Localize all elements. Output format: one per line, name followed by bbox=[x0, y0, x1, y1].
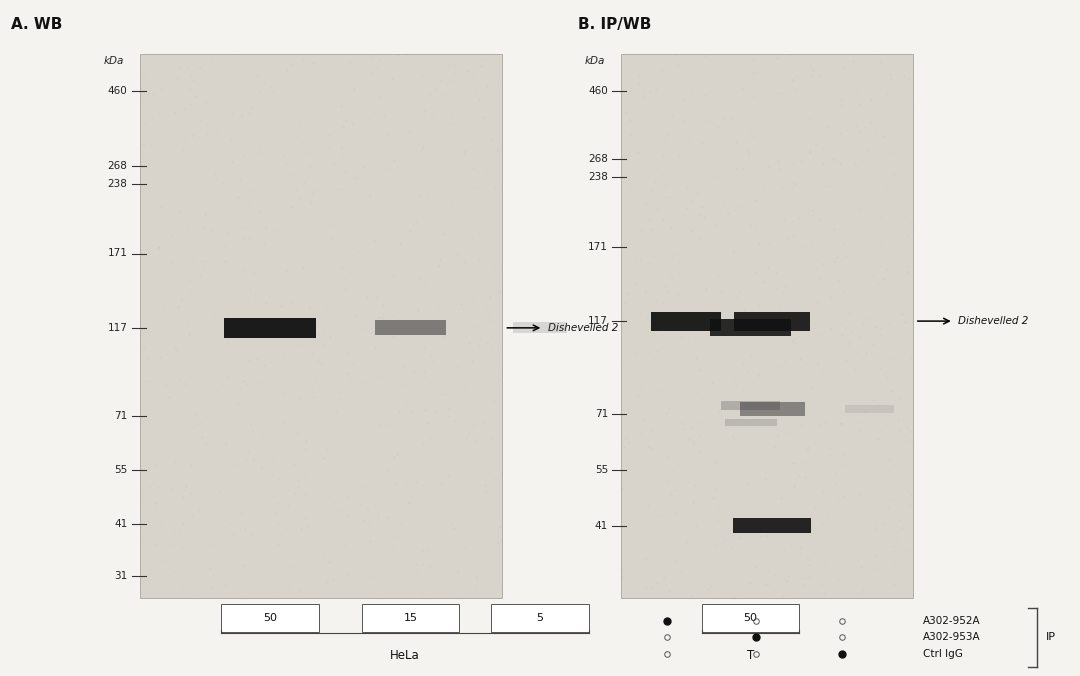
Text: HeLa: HeLa bbox=[390, 649, 420, 662]
Text: 171: 171 bbox=[589, 242, 608, 251]
Bar bbox=[846, 405, 894, 413]
Text: 268: 268 bbox=[589, 154, 608, 164]
Text: 5: 5 bbox=[537, 613, 543, 623]
Text: 71: 71 bbox=[114, 411, 127, 420]
Text: A302-953A: A302-953A bbox=[923, 633, 981, 642]
Bar bbox=[225, 318, 315, 338]
Text: 71: 71 bbox=[595, 409, 608, 418]
Bar bbox=[221, 604, 319, 632]
Text: 238: 238 bbox=[589, 172, 608, 182]
Bar bbox=[740, 402, 805, 416]
Text: 460: 460 bbox=[589, 87, 608, 96]
Text: 117: 117 bbox=[108, 323, 127, 333]
Text: 268: 268 bbox=[108, 161, 127, 170]
Text: A. WB: A. WB bbox=[11, 17, 63, 32]
Bar bbox=[513, 322, 567, 333]
Text: 50: 50 bbox=[744, 613, 757, 623]
Text: IP: IP bbox=[1045, 633, 1055, 642]
Text: kDa: kDa bbox=[104, 56, 124, 66]
Text: Ctrl IgG: Ctrl IgG bbox=[923, 650, 963, 659]
Text: 41: 41 bbox=[595, 521, 608, 531]
Text: 15: 15 bbox=[404, 613, 417, 623]
Text: B. IP/WB: B. IP/WB bbox=[578, 17, 651, 32]
Text: 55: 55 bbox=[595, 465, 608, 475]
Bar bbox=[702, 604, 799, 632]
Text: A302-952A: A302-952A bbox=[923, 616, 981, 625]
Text: 171: 171 bbox=[108, 249, 127, 258]
Bar bbox=[721, 401, 781, 410]
Bar bbox=[711, 319, 791, 336]
Bar bbox=[650, 312, 721, 331]
Text: T: T bbox=[747, 649, 754, 662]
Bar bbox=[734, 312, 810, 331]
Text: 50: 50 bbox=[264, 613, 276, 623]
Text: Dishevelled 2: Dishevelled 2 bbox=[548, 323, 618, 333]
Bar bbox=[376, 320, 446, 335]
Text: 238: 238 bbox=[108, 179, 127, 189]
Text: 460: 460 bbox=[108, 87, 127, 96]
Bar bbox=[362, 604, 459, 632]
Text: kDa: kDa bbox=[584, 56, 605, 66]
Bar bbox=[140, 54, 502, 598]
Text: 41: 41 bbox=[114, 519, 127, 529]
Bar bbox=[725, 419, 777, 426]
Text: 31: 31 bbox=[114, 571, 127, 581]
Bar bbox=[621, 54, 913, 598]
Text: Dishevelled 2: Dishevelled 2 bbox=[958, 316, 1028, 326]
Bar bbox=[491, 604, 589, 632]
Bar bbox=[733, 518, 811, 533]
Text: 117: 117 bbox=[589, 316, 608, 326]
Text: 55: 55 bbox=[114, 465, 127, 475]
